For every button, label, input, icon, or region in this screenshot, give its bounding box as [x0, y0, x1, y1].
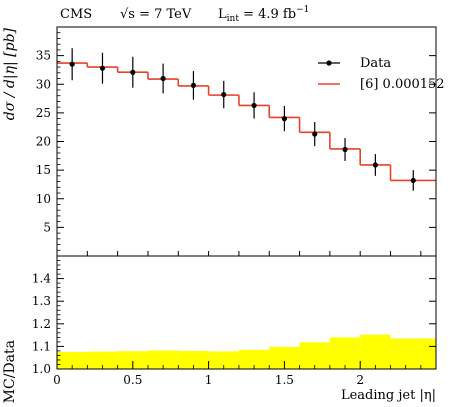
- ratio-axis-ticks: 1.0 1.1 1.2 1.3 1.4 0 0.5 1 1.5 2: [32, 260, 436, 387]
- data-point: [221, 91, 227, 98]
- x-tick-label: 2: [356, 373, 364, 387]
- ratio-y-tick-label: 1.2: [32, 317, 51, 331]
- x-tick-label: 1.5: [275, 373, 294, 387]
- ratio-y-tick-label: 1.1: [32, 339, 51, 353]
- data-point: [130, 69, 136, 75]
- legend-data-marker: [326, 60, 332, 66]
- x-tick-label: 0.5: [123, 373, 142, 387]
- ratio-ylabel: MC/Data: [2, 340, 18, 403]
- legend: Data [6] 0.000152: [318, 56, 445, 92]
- data-point: [281, 116, 287, 122]
- ratio-band-bin: [360, 334, 391, 369]
- data-point: [99, 65, 106, 71]
- ratio-band-bin: [178, 350, 209, 369]
- main-axis-ticks: 5 10 15 20 25 30 35: [36, 32, 436, 256]
- ratio-band-bin: [87, 351, 118, 369]
- ratio-band-bin: [147, 350, 179, 369]
- data-point: [312, 131, 318, 137]
- ratio-plot-frame: [56, 255, 437, 370]
- ratio-band-bin: [299, 342, 330, 369]
- luminosity-label: Lint = 4.9 fb−1: [218, 5, 309, 24]
- ratio-y-tick-label: 1.3: [32, 294, 51, 308]
- ratio-band-bin: [238, 349, 270, 369]
- ratio-band-bin: [390, 338, 421, 369]
- sqrt-s-label: √s = 7 TeV: [120, 7, 192, 22]
- ratio-band-bin: [420, 338, 436, 369]
- data-point: [372, 162, 378, 168]
- main-y-tick-label: 20: [36, 135, 51, 149]
- ratio-band-bin: [117, 351, 148, 369]
- legend-prediction-label: [6] 0.000152: [360, 77, 445, 92]
- data-point: [410, 177, 416, 184]
- main-ylabel: dσ / d|η| [pb]: [2, 27, 18, 120]
- legend-data-label: Data: [360, 56, 391, 71]
- xlabel: Leading jet |η|: [341, 388, 436, 403]
- x-tick-label: 1: [205, 373, 213, 387]
- data-point: [69, 61, 75, 67]
- main-y-tick-label: 5: [43, 220, 51, 234]
- data-point: [342, 146, 348, 153]
- ratio-band-bin: [269, 346, 300, 369]
- main-y-tick-label: 15: [36, 163, 51, 177]
- ratio-y-tick-label: 1.0: [32, 362, 51, 376]
- main-y-tick-label: 35: [36, 49, 51, 63]
- ratio-y-tick-label: 1.4: [32, 272, 51, 286]
- ratio-band-bin: [57, 352, 88, 369]
- data-series: [69, 48, 416, 191]
- ratio-band-bin: [329, 337, 361, 369]
- x-tick-label: 0: [53, 373, 61, 387]
- data-point: [251, 102, 257, 109]
- main-y-tick-label: 30: [36, 77, 51, 91]
- ratio-band: [57, 334, 436, 369]
- data-point: [160, 75, 166, 82]
- main-panel: 5 10 15 20 25 30 35 dσ / d|η| [pb] Data [6] 0.…: [2, 26, 445, 257]
- data-point: [190, 82, 197, 88]
- ratio-band-bin: [208, 351, 239, 369]
- main-y-tick-label: 10: [36, 192, 51, 206]
- ratio-panel: 1.0 1.1 1.2 1.3 1.4 0 0.5 1 1.5 2 MC/Data Leading…: [2, 255, 437, 403]
- experiment-label: CMS: [60, 7, 92, 22]
- main-y-tick-label: 25: [36, 106, 51, 120]
